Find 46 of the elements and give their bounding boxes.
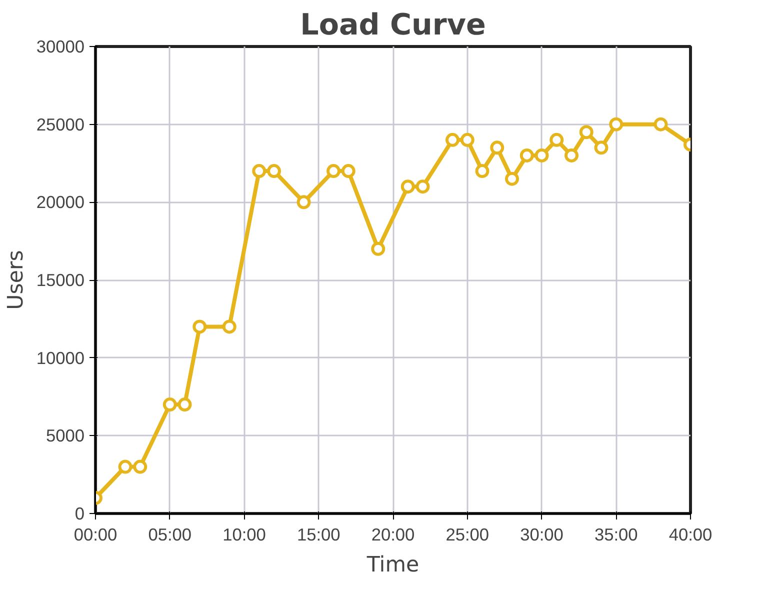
y-tick-label: 0 [74,504,85,524]
point [326,164,340,178]
point [222,320,236,334]
x-tick-label: 35:00 [594,524,638,544]
point [490,140,504,155]
point [267,164,281,178]
x-tick-label: 40:00 [668,524,712,544]
point [654,117,668,132]
x-axis-title: Time [366,552,420,578]
point [178,398,192,412]
point [460,132,474,147]
x-tick-label: 30:00 [520,524,564,544]
x-tick-label: 25:00 [446,524,490,544]
point [534,148,549,162]
point [446,132,460,147]
point [192,320,207,334]
point [133,460,148,474]
point [341,164,356,178]
x-tick-label: 10:00 [222,524,266,544]
point [564,148,578,162]
x-tick-label: 15:00 [296,524,340,544]
y-tick-label: 10000 [36,348,84,368]
y-tick-label: 15000 [36,270,84,290]
point [505,172,519,186]
y-tick-label: 20000 [36,192,84,212]
chart-title: Load Curve [300,8,486,42]
point [416,180,430,194]
point [579,125,594,140]
point [296,195,311,210]
point [162,398,177,412]
y-tick-label: 5000 [46,426,85,446]
point [400,180,415,194]
y-tick-label: 30000 [36,36,84,56]
point [594,140,608,155]
point [118,460,132,474]
point [475,164,490,178]
y-axis-title: Users [3,250,28,310]
x-tick-label: 05:00 [148,524,192,544]
point [550,132,564,147]
point [371,242,386,256]
point [609,117,624,132]
point [520,148,534,162]
point [252,164,266,178]
x-tick-label: 00:00 [74,524,118,544]
y-tick-label: 25000 [36,114,84,134]
x-tick-label: 20:00 [371,524,415,544]
